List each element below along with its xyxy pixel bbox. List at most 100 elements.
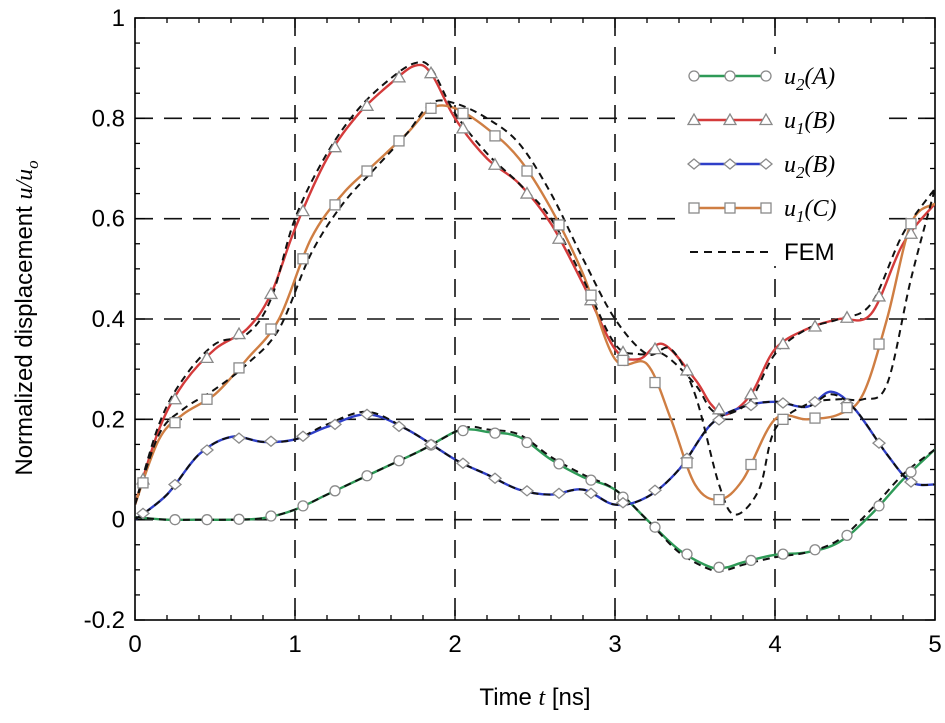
legend-marker-u2-a [688,70,700,82]
data-point-u2-b [871,437,887,450]
data-point-u1-b [871,289,887,302]
legend-label-subscript: 1 [796,207,805,226]
data-point-u1-b [327,139,343,153]
y-axis-subscript: o [23,160,42,169]
data-point-u2-a [521,436,533,449]
legend-label-arg: (B) [805,152,836,178]
x-tick-label: 3 [608,631,621,658]
data-point-u1-c [585,289,597,301]
data-point-u2-b [199,444,215,456]
data-point-u2-a [905,466,917,478]
x-tick-label: 1 [288,631,301,658]
y-tick-label: 0.8 [92,105,125,132]
data-point-u2-b [263,435,279,448]
data-point-u1-b [423,65,439,79]
data-point-u1-c [169,417,181,429]
data-point-u2-a [489,427,501,439]
data-point-u1-c [713,493,725,506]
data-point-u2-b [551,487,567,500]
legend-marker-u1-b [686,112,702,126]
legend-label-subscript: 2 [796,75,805,94]
axes [134,17,936,621]
tick-labels: 0 1 2 3 4 5-0.200.20.40.60.81 [84,5,942,658]
data-point-u1-b [647,341,663,355]
data-point-u1-c [617,354,629,367]
data-point-u1-b [903,226,919,239]
data-point-u2-b [775,397,791,409]
legend-label-arg: (B) [805,108,836,134]
y-tick-label: 1 [112,5,125,32]
data-point-u1-c [297,253,309,265]
legend-marker-u1-c [688,202,700,214]
data-point-u2-a [329,485,341,497]
data-point-u1-b [455,121,471,134]
legend-label-arg: (C) [805,196,837,222]
data-point-u2-b [295,430,311,443]
data-point-u2-b [359,408,375,421]
data-point-u1-c [745,458,757,471]
data-point-u2-a [361,470,373,482]
y-tick-label: 0.6 [92,206,125,233]
data-point-u2-a [233,513,245,525]
series-line-u2-b [135,390,935,521]
series-group [135,60,935,573]
data-point-u1-c [489,130,501,142]
data-point-u2-a [585,474,597,486]
data-point-u1-b [263,286,279,300]
fem-line-1 [135,425,935,573]
data-point-u1-c [425,102,437,114]
x-axis-variable: t [539,685,547,711]
x-tick-label: 2 [448,631,461,658]
data-point-u2-b [711,414,727,426]
legend-marker-u2-a [724,70,736,82]
data-point-u1-b [167,391,183,405]
legend-marker-u1-c [724,202,736,214]
data-point-u1-b [775,336,791,350]
data-point-u1-c [809,412,821,424]
data-point-u1-c [521,165,533,177]
data-point-u1-b [711,401,727,415]
legend-marker-u2-b [722,158,738,170]
data-point-u1-b [295,203,311,217]
data-point-u2-a [809,544,821,556]
y-tick-label: 0.2 [92,406,125,433]
legend-marker-u1-b [722,112,738,126]
data-point-u1-c [137,477,149,489]
data-point-u2-b [231,432,247,444]
x-axis-title: Time t [ns] [479,684,590,711]
legend-label-arg: (A) [805,64,836,90]
data-point-u1-c [265,323,277,335]
y-tick-label: -0.2 [84,607,125,634]
data-point-u1-c [329,199,341,211]
data-point-u2-a [873,500,885,512]
data-point-u1-c [681,457,693,469]
x-tick-label: 0 [128,631,141,658]
y-tick-label: 0 [112,507,125,534]
data-point-u2-a [553,458,565,470]
data-point-u1-c [393,135,405,147]
data-point-u1-c [905,218,917,230]
data-point-u2-b [743,399,759,412]
data-point-u2-a [745,554,757,567]
data-point-u2-a [457,424,469,437]
x-tick-label: 4 [768,631,781,658]
data-point-u1-c [553,219,565,231]
data-point-u1-c [457,107,469,119]
data-point-u1-b [391,70,407,83]
legend-label-u2-a: u2(A) [784,64,835,94]
data-point-u1-c [361,165,373,177]
data-point-u2-a [841,529,853,541]
legend-marker-u1-b [758,112,774,126]
legend-marker-u2-b [686,158,702,170]
data-point-u2-a [713,561,725,573]
data-point-u1-b [231,326,247,340]
data-point-u2-a [265,510,277,522]
y-axis-variable: u/u [12,169,38,200]
legend-marker-u2-b [758,158,774,170]
data-point-u2-b [615,496,631,509]
data-point-u2-a [681,548,693,560]
data-point-u2-b [519,484,535,497]
data-point-u1-c [201,393,213,405]
